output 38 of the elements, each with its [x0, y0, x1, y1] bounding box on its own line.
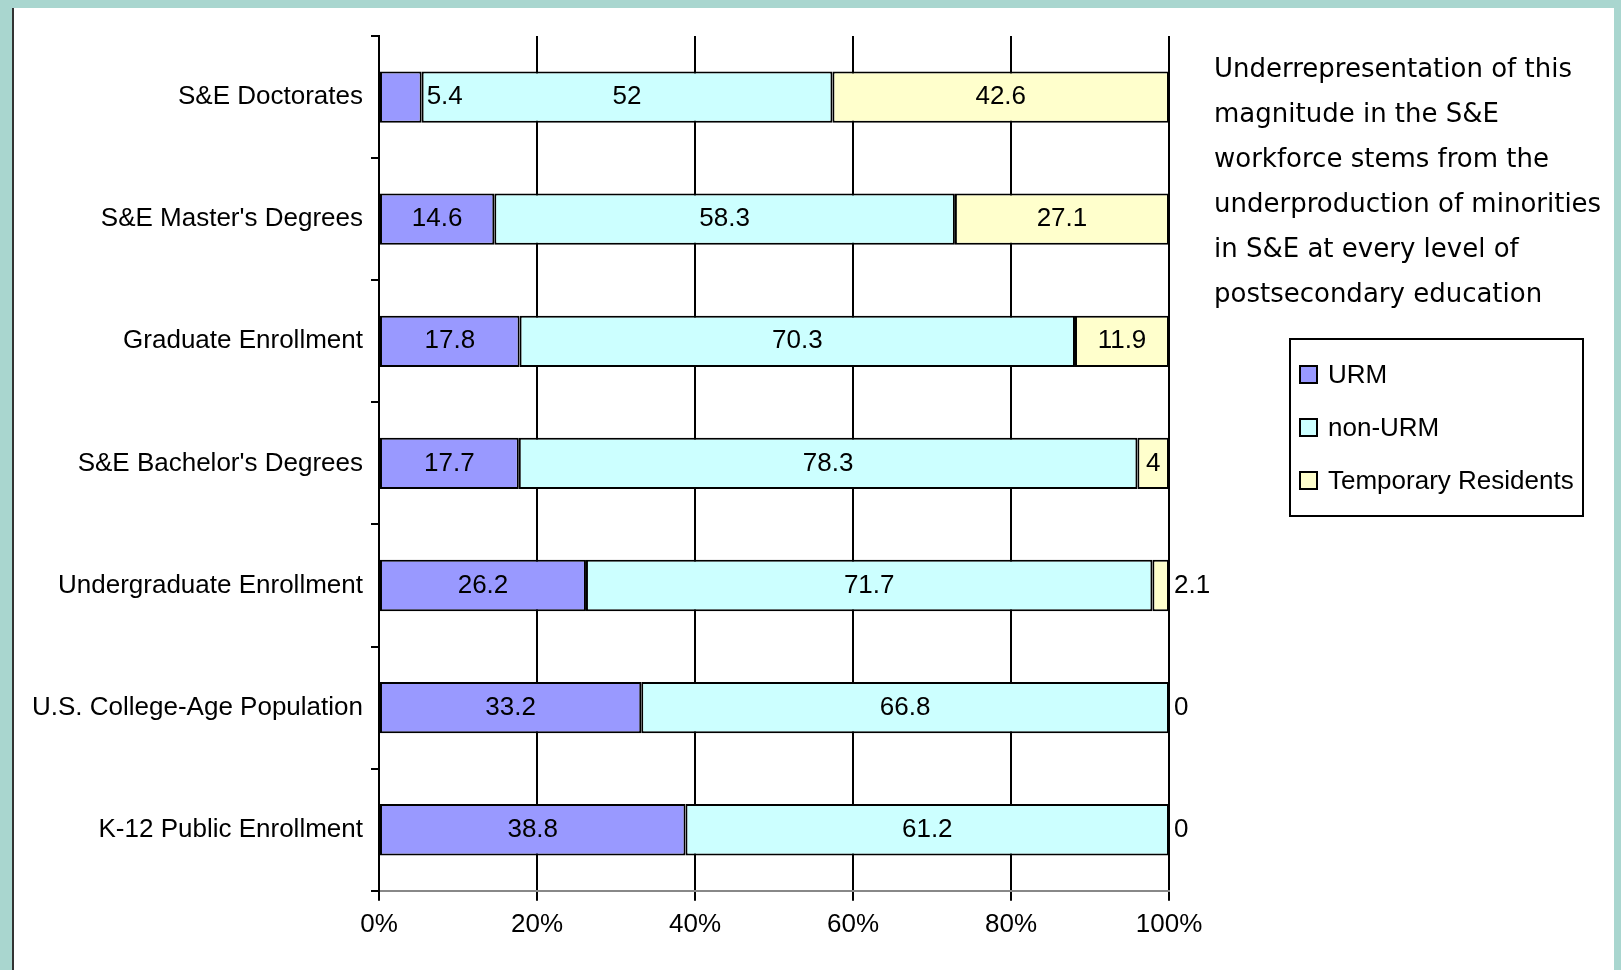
data-label: 42.6: [975, 80, 1027, 111]
data-label: 78.3: [802, 446, 854, 477]
y-tick-label: S&E Master's Degrees: [100, 202, 363, 233]
data-label: 66.8: [879, 690, 931, 721]
data-label: 0: [1174, 690, 1189, 721]
legend-label: non-URM: [1328, 412, 1440, 443]
data-label: 17.8: [424, 324, 476, 355]
data-label: 70.3: [771, 324, 823, 355]
legend-label: Temporary Residents: [1328, 465, 1574, 496]
text: Underrepresentation of this magnitude in the S&E workforce stems from the underproduction of minorities in S&E at every level of postsecondary education: [1214, 52, 1603, 310]
data-label: 71.7: [843, 568, 895, 599]
data-label: 2.1: [1174, 568, 1211, 599]
data-label: 5.4: [426, 80, 463, 111]
y-tick-label: K-12 Public Enrollment: [98, 812, 364, 843]
data-label: 17.7: [424, 446, 475, 477]
x-tick-label: 20%: [510, 907, 564, 938]
data-label: 33.2: [485, 690, 536, 721]
data-label: 52: [612, 80, 642, 111]
x-tick-label: 40%: [668, 907, 722, 938]
legend-label: URM: [1328, 359, 1388, 390]
x-tick-label: 60%: [826, 907, 880, 938]
y-tick-label: S&E Doctorates: [178, 80, 363, 111]
y-tick-label: U.S. College-Age Population: [32, 690, 363, 721]
data-label: 26.2: [457, 568, 509, 599]
x-tick-label: 0%: [360, 907, 398, 938]
data-label: 58.3: [699, 202, 750, 233]
data-label: 11.9: [1097, 324, 1147, 355]
y-tick-label: Graduate Enrollment: [123, 324, 364, 355]
x-tick-label: 100%: [1135, 907, 1203, 938]
data-label: 38.8: [507, 812, 559, 843]
y-tick-label: Undergraduate Enrollment: [58, 568, 364, 599]
data-label: 27.1: [1036, 202, 1088, 233]
data-label: 61.2: [901, 812, 953, 843]
data-label: 0: [1174, 812, 1189, 843]
data-label: 14.6: [411, 202, 463, 233]
y-tick-label: S&E Bachelor's Degrees: [77, 446, 363, 477]
x-tick-label: 80%: [984, 907, 1038, 938]
data-label: 4: [1145, 446, 1161, 477]
